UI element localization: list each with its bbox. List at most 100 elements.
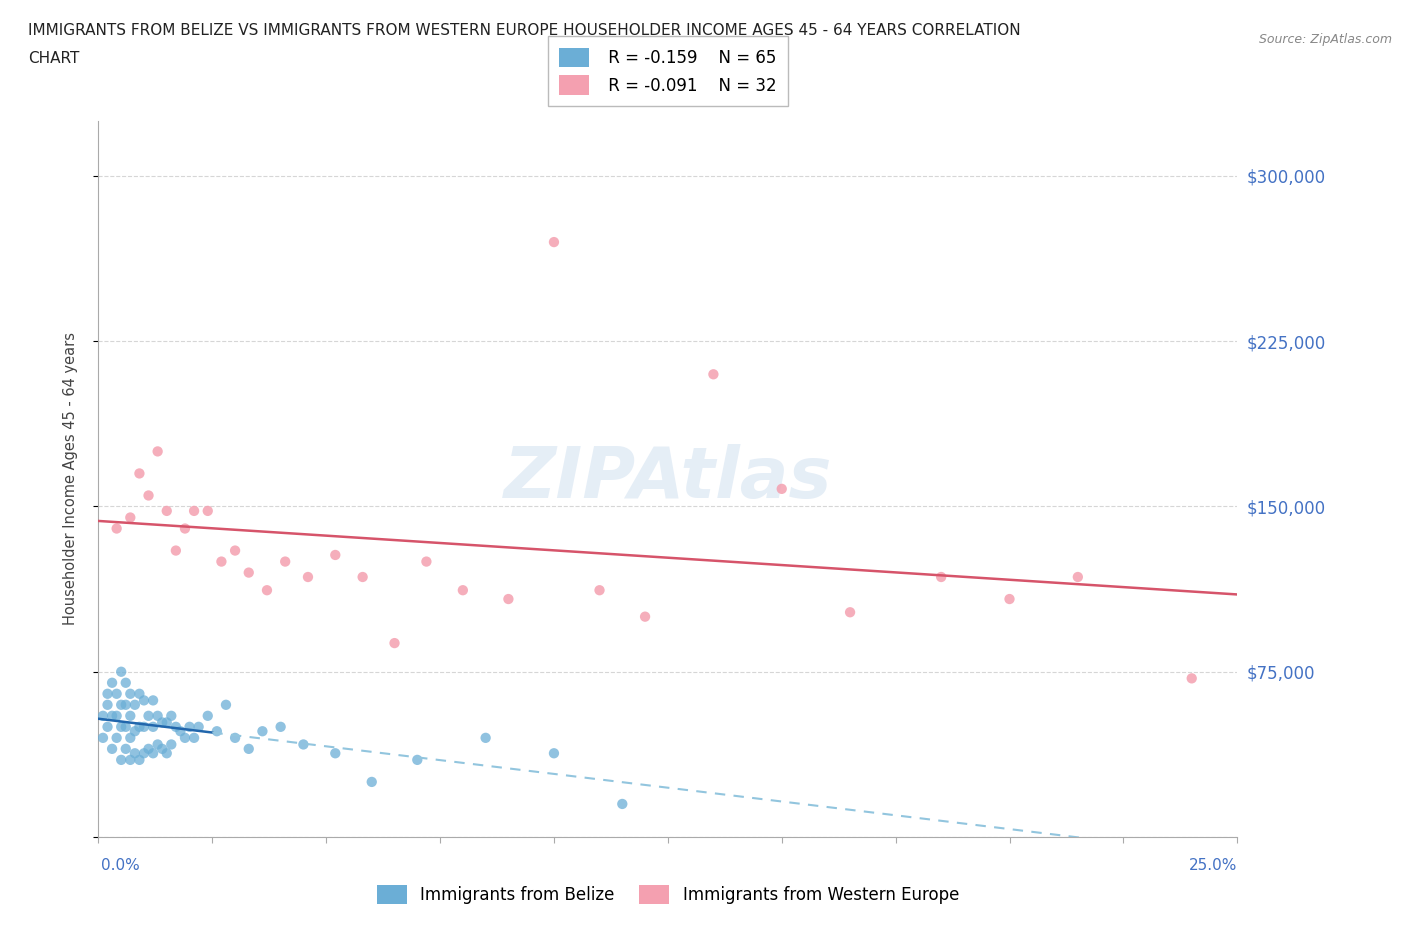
Point — [224, 730, 246, 745]
Point — [384, 636, 406, 651]
Point — [169, 724, 191, 738]
Text: 0.0%: 0.0% — [101, 857, 141, 872]
Text: IMMIGRANTS FROM BELIZE VS IMMIGRANTS FROM WESTERN EUROPE HOUSEHOLDER INCOME AGES: IMMIGRANTS FROM BELIZE VS IMMIGRANTS FRO… — [28, 23, 1021, 38]
Point — [156, 503, 179, 518]
Point — [114, 741, 136, 756]
Point — [770, 482, 793, 497]
Point — [451, 583, 474, 598]
Point — [179, 720, 201, 735]
Text: Source: ZipAtlas.com: Source: ZipAtlas.com — [1258, 33, 1392, 46]
Point — [114, 698, 136, 712]
Point — [270, 720, 292, 735]
Point — [1181, 671, 1204, 685]
Point — [150, 741, 173, 756]
Point — [120, 709, 142, 724]
Point — [138, 709, 160, 724]
Point — [252, 724, 274, 738]
Point — [146, 444, 169, 458]
Point — [174, 730, 197, 745]
Point — [174, 521, 197, 536]
Point — [138, 488, 160, 503]
Point — [128, 752, 150, 767]
Point — [406, 752, 429, 767]
Point — [256, 583, 278, 598]
Point — [96, 686, 118, 701]
Point — [120, 686, 142, 701]
Point — [146, 737, 169, 751]
Point — [132, 746, 155, 761]
Point — [142, 746, 165, 761]
Point — [132, 693, 155, 708]
Text: 25.0%: 25.0% — [1189, 857, 1237, 872]
Point — [128, 720, 150, 735]
Point — [702, 366, 724, 381]
Point — [142, 693, 165, 708]
Point — [101, 741, 124, 756]
Point — [187, 720, 209, 735]
Point — [110, 752, 132, 767]
Point — [110, 698, 132, 712]
Text: ZIPAtlas: ZIPAtlas — [503, 445, 832, 513]
Point — [96, 720, 118, 735]
Point — [105, 521, 128, 536]
Point — [91, 709, 114, 724]
Legend: Immigrants from Belize, Immigrants from Western Europe: Immigrants from Belize, Immigrants from … — [370, 879, 966, 911]
Point — [132, 720, 155, 735]
Point — [224, 543, 246, 558]
Point — [1067, 569, 1090, 584]
Point — [114, 675, 136, 690]
Point — [138, 741, 160, 756]
Point — [105, 730, 128, 745]
Point — [142, 720, 165, 735]
Point — [183, 503, 205, 518]
Point — [634, 609, 657, 624]
Point — [215, 698, 238, 712]
Point — [160, 737, 183, 751]
Point — [839, 604, 862, 619]
Point — [238, 565, 260, 580]
Point — [612, 796, 634, 811]
Point — [146, 709, 169, 724]
Point — [156, 746, 179, 761]
Point — [297, 569, 319, 584]
Point — [110, 720, 132, 735]
Point — [274, 554, 297, 569]
Point — [124, 746, 146, 761]
Y-axis label: Householder Income Ages 45 - 64 years: Householder Income Ages 45 - 64 years — [63, 332, 77, 626]
Point — [205, 724, 228, 738]
Point — [128, 686, 150, 701]
Point — [415, 554, 437, 569]
Point — [929, 569, 952, 584]
Point — [114, 720, 136, 735]
Point — [120, 510, 142, 525]
Point — [128, 466, 150, 481]
Point — [498, 591, 520, 606]
Point — [105, 686, 128, 701]
Point — [209, 554, 232, 569]
Point — [156, 715, 179, 730]
Point — [91, 730, 114, 745]
Point — [238, 741, 260, 756]
Point — [543, 234, 565, 249]
Point — [150, 715, 173, 730]
Point — [110, 664, 132, 679]
Point — [124, 698, 146, 712]
Point — [101, 675, 124, 690]
Point — [160, 709, 183, 724]
Point — [124, 724, 146, 738]
Point — [96, 698, 118, 712]
Text: CHART: CHART — [28, 51, 80, 66]
Point — [998, 591, 1021, 606]
Point — [360, 775, 382, 790]
Point — [588, 583, 610, 598]
Point — [165, 720, 187, 735]
Point — [323, 548, 346, 563]
Point — [352, 569, 374, 584]
Point — [120, 730, 142, 745]
Point — [197, 709, 219, 724]
Point — [183, 730, 205, 745]
Point — [165, 543, 187, 558]
Point — [474, 730, 496, 745]
Point — [101, 709, 124, 724]
Point — [292, 737, 315, 751]
